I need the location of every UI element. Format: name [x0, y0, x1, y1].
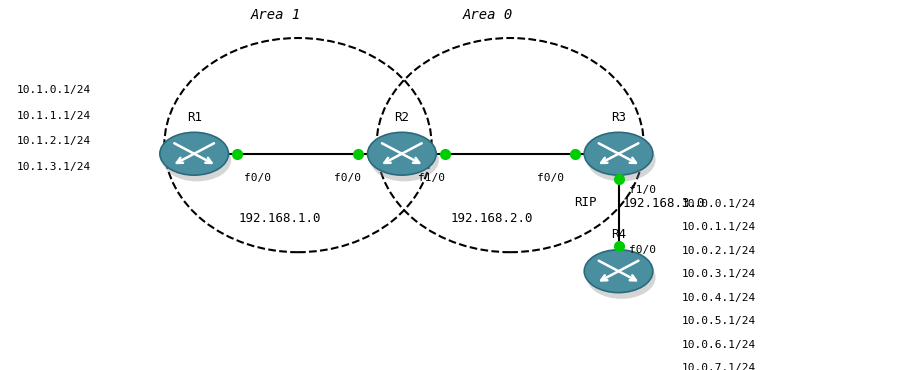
Ellipse shape [586, 256, 655, 299]
Ellipse shape [160, 132, 228, 175]
Ellipse shape [367, 132, 436, 175]
Text: R3: R3 [611, 111, 625, 124]
Text: f0/0: f0/0 [537, 173, 564, 183]
Text: f0/0: f0/0 [244, 173, 271, 183]
Text: R2: R2 [394, 111, 409, 124]
Text: Area 0: Area 0 [462, 9, 512, 23]
Ellipse shape [584, 250, 652, 293]
Text: 192.168.3.0: 192.168.3.0 [621, 197, 704, 210]
Text: 10.0.1.1/24: 10.0.1.1/24 [681, 222, 755, 232]
Text: 10.0.3.1/24: 10.0.3.1/24 [681, 269, 755, 279]
Text: f1/0: f1/0 [418, 173, 445, 183]
Text: R4: R4 [611, 228, 625, 241]
Text: 10.0.4.1/24: 10.0.4.1/24 [681, 293, 755, 303]
Text: 10.1.0.1/24: 10.1.0.1/24 [16, 85, 90, 95]
Text: 10.1.1.1/24: 10.1.1.1/24 [16, 111, 90, 121]
Text: R1: R1 [187, 111, 201, 124]
Text: 10.0.0.1/24: 10.0.0.1/24 [681, 199, 755, 209]
Text: 10.1.3.1/24: 10.1.3.1/24 [16, 162, 90, 172]
Text: 192.168.2.0: 192.168.2.0 [450, 212, 533, 225]
Text: f0/0: f0/0 [334, 173, 361, 183]
Text: 192.168.1.0: 192.168.1.0 [238, 212, 321, 225]
Text: 10.0.6.1/24: 10.0.6.1/24 [681, 340, 755, 350]
Text: RIP: RIP [574, 196, 595, 209]
Ellipse shape [586, 138, 655, 181]
Text: 10.0.5.1/24: 10.0.5.1/24 [681, 316, 755, 326]
Text: 10.1.2.1/24: 10.1.2.1/24 [16, 137, 90, 147]
Text: f0/0: f0/0 [629, 245, 656, 255]
Ellipse shape [370, 138, 438, 181]
Ellipse shape [584, 132, 652, 175]
Text: Area 1: Area 1 [250, 9, 300, 23]
Text: 10.0.2.1/24: 10.0.2.1/24 [681, 246, 755, 256]
Text: 10.0.7.1/24: 10.0.7.1/24 [681, 363, 755, 370]
Ellipse shape [162, 138, 231, 181]
Text: f1/0: f1/0 [629, 185, 656, 195]
